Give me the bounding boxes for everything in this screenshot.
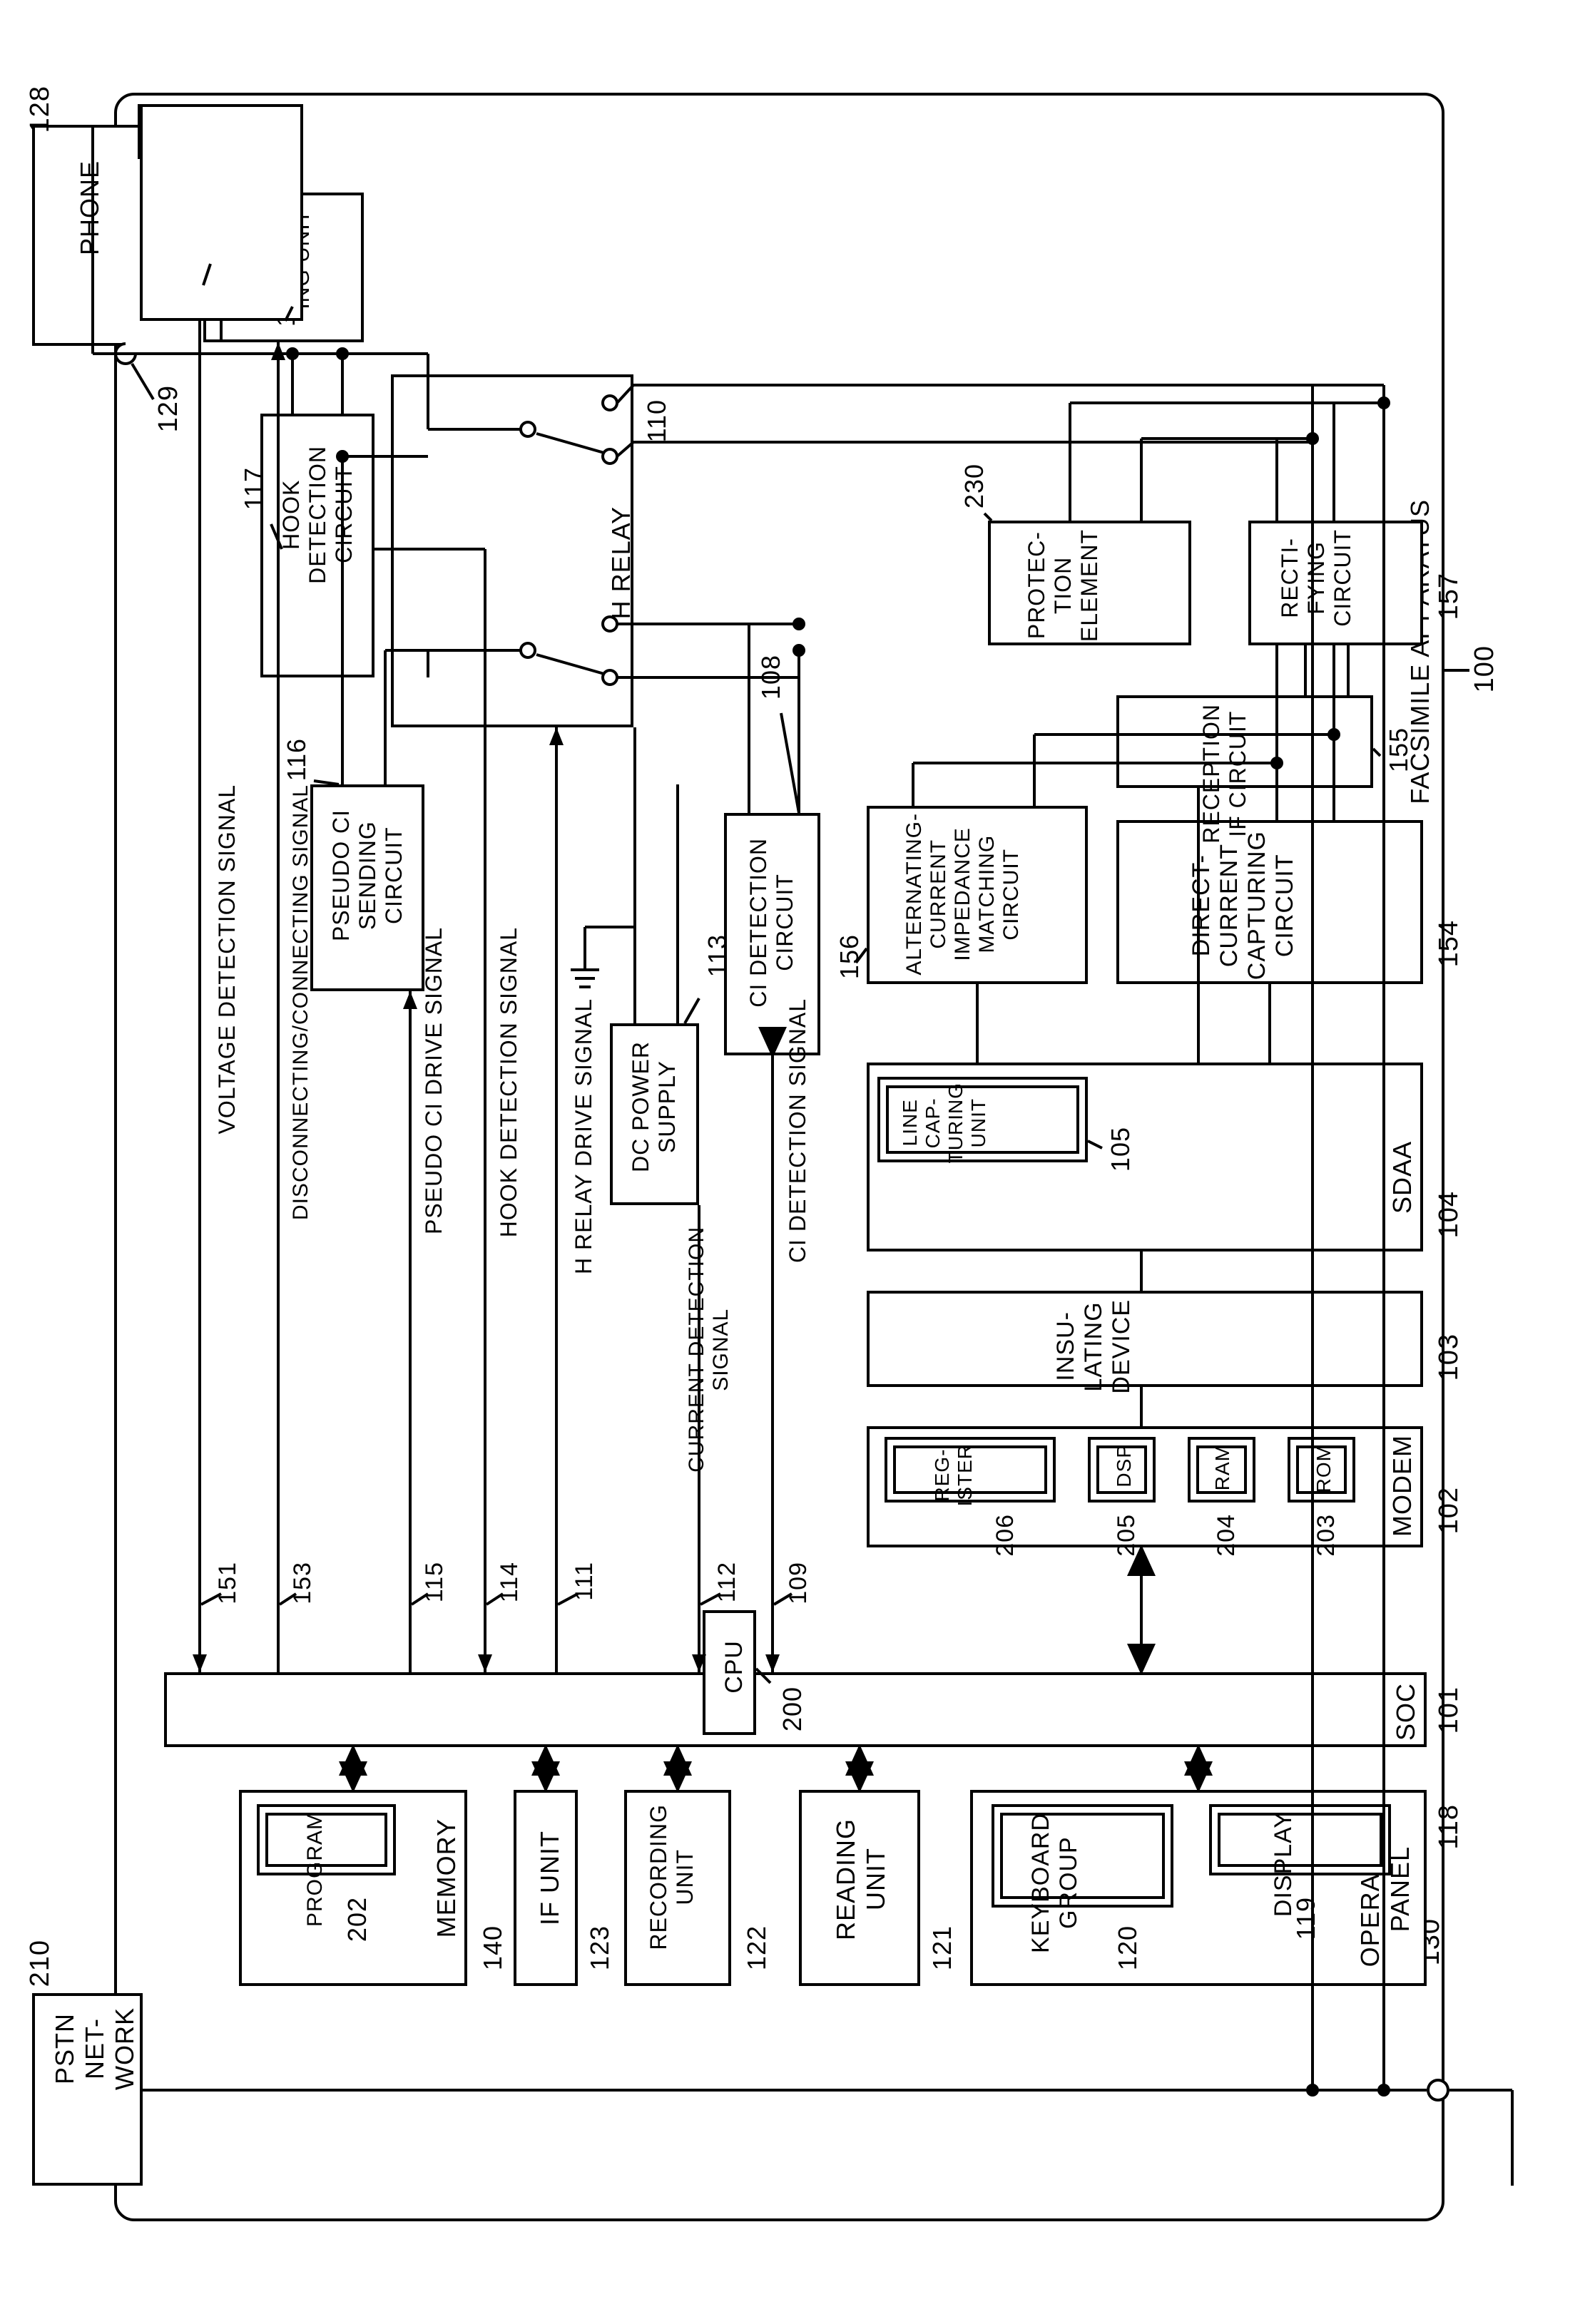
pseudoci-ref: 116: [282, 738, 312, 781]
modem-label: MODEM: [1387, 1435, 1417, 1537]
sig153-ref: 153: [289, 1562, 317, 1604]
register-ref: 206: [992, 1514, 1019, 1557]
ram-label: RAM: [1211, 1444, 1234, 1490]
sig115-label: PSEUDO CI DRIVE SIGNAL: [421, 927, 447, 1234]
keyboard-label: KEYBOARD GROUP: [1027, 1813, 1083, 1953]
memory-label: MEMORY: [432, 1818, 462, 1937]
phone-label: PHONE: [75, 160, 105, 255]
prot-ref: 230: [959, 464, 989, 508]
prot-label: PROTEC- TION ELEMENT: [1024, 529, 1103, 642]
sig114-ref: 114: [496, 1562, 524, 1602]
hrelay-ref: 110: [642, 399, 672, 442]
recording-ref: 122: [742, 1925, 772, 1970]
sig112-ref: 112: [713, 1562, 741, 1602]
memory-ref: 140: [478, 1925, 508, 1970]
terminal-129-ref: 129: [153, 385, 184, 432]
keyboard-ref: 120: [1113, 1925, 1143, 1970]
cpu-label: CPU: [720, 1640, 748, 1694]
program-label: PROGRAM: [303, 1811, 327, 1927]
register-label: REG- ISTER: [931, 1444, 977, 1506]
acimp-ref: 156: [835, 934, 865, 979]
linecap-label: LINE CAP- TURING UNIT: [899, 1082, 990, 1163]
terminal-130: [1427, 2079, 1449, 2102]
cidet-ref: 108: [756, 655, 786, 700]
hrelay-box: [391, 374, 633, 727]
program-ref: 202: [342, 1897, 372, 1942]
ifunit-label: IF UNIT: [535, 1831, 565, 1925]
rom-ref: 203: [1313, 1514, 1340, 1557]
dcps-label: DC POWER SUPPLY: [628, 1041, 681, 1172]
dsp-label: DSP: [1113, 1444, 1136, 1488]
phone-ref: 128: [25, 86, 56, 133]
pseudoci-label: PSEUDO CI SENDING CIRCUIT: [328, 809, 407, 941]
linecap-ref: 105: [1106, 1127, 1136, 1172]
cpu-leader-ref: 200: [778, 1686, 807, 1731]
soc-label: SOC: [1391, 1683, 1421, 1741]
modem-ref: 102: [1434, 1487, 1464, 1534]
ram-ref: 204: [1213, 1514, 1240, 1557]
sig109-label: CI DETECTION SIGNAL: [785, 998, 811, 1263]
sig109-ref: 109: [785, 1562, 812, 1604]
hook-label: HOOK DETECTION CIRCUIT: [278, 446, 357, 584]
rxif-ref: 155: [1384, 727, 1414, 772]
sig151-label: VOLTAGE DETECTION SIGNAL: [214, 784, 240, 1134]
sig112-label: CURRENT DETECTION SIGNAL: [685, 1227, 733, 1473]
soc-ref: 101: [1434, 1686, 1464, 1734]
display-ref: 119: [1291, 1897, 1321, 1940]
rxif-label: RECEPTION IF CIRCUIT: [1198, 704, 1251, 844]
voltdet-ref: 150: [271, 282, 301, 327]
disconn-ref: 152: [178, 214, 208, 259]
insul-label: INSU- LATING DEVICE: [1052, 1299, 1136, 1394]
sig153-label: DISCONNECTING/CONNECTING SIGNAL: [289, 784, 313, 1220]
sig115-ref: 115: [421, 1562, 449, 1602]
dsp-ref: 205: [1113, 1514, 1141, 1557]
op-panel-ref: 118: [1434, 1804, 1464, 1850]
voltdet-label: VOLTAGE DETEC- TION UNIT: [153, 114, 250, 217]
display-box: [1209, 1804, 1391, 1875]
outer-ref: 100: [1469, 645, 1500, 692]
rom-label: ROM: [1313, 1444, 1335, 1493]
page: FIG. 2 FACSIMILE APPARATUS 100 PSTN NET-…: [0, 0, 1590, 2324]
dcc-ref: 154: [1434, 920, 1464, 967]
sig151-ref: 151: [214, 1562, 242, 1604]
insul-ref: 103: [1434, 1334, 1464, 1381]
dcps-ref: 113: [703, 934, 733, 977]
rect-label: RECTI- FYING CIRCUIT: [1277, 529, 1356, 627]
acimp-label: ALTERNATING- CURRENT IMPEDANCE MATCHING …: [902, 813, 1024, 976]
reading-label: READING UNIT: [831, 1818, 891, 1940]
dcc-label: DIRECT- CURRENT CAPTURING CIRCUIT: [1188, 831, 1299, 980]
recording-label: RECORDING UNIT: [646, 1804, 698, 1950]
rect-ref: 157: [1434, 573, 1464, 620]
sdaa-ref: 104: [1434, 1191, 1464, 1238]
hook-ref: 117: [239, 467, 269, 510]
pstn-label: PSTN NET- WORK: [50, 2007, 140, 2090]
cidet-label: CI DETECTION CIRCUIT: [745, 838, 798, 1008]
insul-box: [867, 1291, 1423, 1387]
reading-ref: 121: [927, 1925, 957, 1970]
sig111-label: H RELAY DRIVE SIGNAL: [571, 998, 597, 1274]
sdaa-label: SDAA: [1387, 1141, 1417, 1214]
pstn-ref: 210: [25, 1940, 56, 1987]
hrelay-label: H RELAY: [606, 506, 636, 619]
sig111-ref: 111: [571, 1562, 598, 1601]
sig114-label: HOOK DETECTION SIGNAL: [496, 927, 522, 1237]
ifunit-ref: 123: [585, 1925, 615, 1970]
